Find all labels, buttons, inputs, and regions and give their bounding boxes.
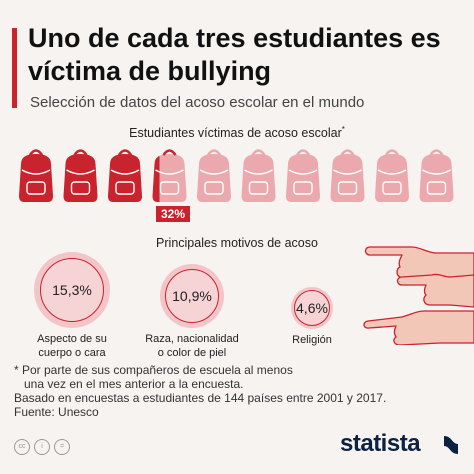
motive-category-line: Aspecto de su: [37, 333, 107, 345]
footnote-line-2: una vez en el mes anterior a la encuesta…: [24, 377, 244, 391]
footnotes: * Por parte de sus compañeros de escuela…: [14, 363, 454, 419]
page-subtitle: Selección de datos del acoso escolar en …: [30, 94, 365, 111]
motive-category-label: Raza, nacionalidad o color de piel: [132, 332, 252, 360]
motive-value-label: 4,6%: [293, 289, 331, 327]
title-accent-bar: [12, 28, 17, 108]
motive-category-line: cuerpo o cara: [38, 347, 106, 359]
footnote-line-1: * Por parte de sus compañeros de escuela…: [14, 363, 293, 377]
victims-percent-label: 32%: [156, 206, 191, 222]
backpack-icon: [197, 149, 231, 202]
backpack-icon: [330, 149, 365, 202]
statista-logo-mark: [444, 436, 458, 454]
victims-heading-mark: *: [341, 125, 345, 134]
backpack-icon: [19, 149, 53, 202]
source-line: Fuente: Unesco: [14, 405, 99, 419]
motive-category-line: Raza, nacionalidad: [145, 333, 239, 346]
motive-category-label: Religión: [252, 333, 372, 347]
backpack-icon: [152, 149, 187, 202]
motive-value-label: 10,9%: [164, 268, 220, 324]
page-title: Uno de cada tres estudiantes es víctima …: [28, 23, 441, 86]
backpack-icon: [375, 149, 409, 202]
motive-category-line: Religión: [292, 333, 332, 346]
backpack-icon: [63, 149, 98, 202]
license-icons: cc i =: [14, 435, 74, 455]
motives-heading: Principales motivos de acoso: [156, 236, 318, 250]
motive-category-label: Aspecto de su cuerpo o cara: [12, 332, 132, 360]
motive-bubble: 15,3%: [34, 252, 110, 328]
backpack-pictogram: [19, 149, 454, 202]
backpack-icon: [286, 149, 320, 202]
cc-icon[interactable]: cc: [14, 439, 30, 455]
motive-bubble: 10,9%: [159, 263, 225, 329]
equals-icon[interactable]: =: [54, 439, 70, 455]
backpack-icon: [108, 149, 142, 202]
motive-value-label: 15,3%: [39, 257, 105, 323]
pointing-hand-icon: [363, 310, 474, 345]
by-icon[interactable]: i: [34, 439, 50, 455]
pointing-hands-illustration: [363, 246, 474, 345]
victims-heading: Estudiantes víctimas de acoso escolar*: [0, 125, 474, 140]
pointing-hand-icon: [396, 273, 474, 308]
statista-logo[interactable]: statista: [340, 430, 421, 457]
backpack-icon: [419, 149, 454, 202]
victims-heading-text: Estudiantes víctimas de acoso escolar: [129, 126, 342, 141]
footnote-line-3: Basado en encuestas a estudiantes de 144…: [14, 391, 387, 405]
motive-bubble: 4,6%: [291, 287, 333, 329]
backpack-icon: [241, 149, 276, 202]
motive-category-line: o color de piel: [157, 347, 227, 360]
